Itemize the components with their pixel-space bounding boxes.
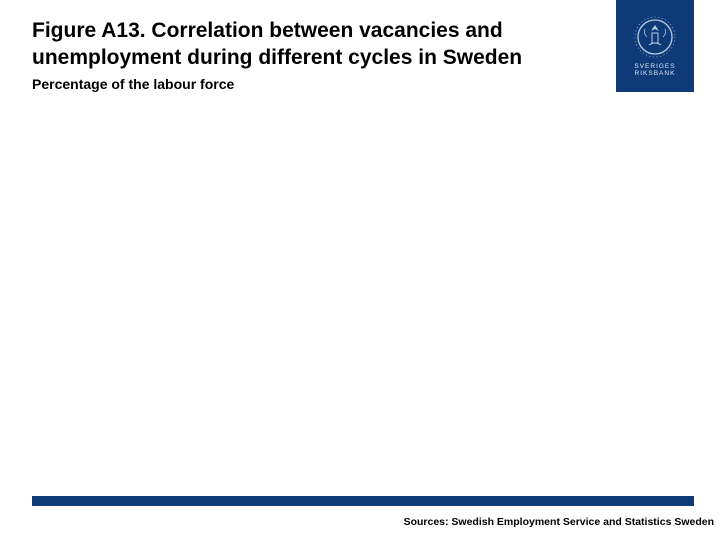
logo-text: SVERIGES RIKSBANK (634, 63, 675, 77)
bottom-accent-bar (32, 496, 694, 506)
chart-area (32, 100, 688, 480)
logo-line-1: SVERIGES (634, 63, 675, 70)
figure-subtitle: Percentage of the labour force (32, 76, 234, 92)
sources-footer: Sources: Swedish Employment Service and … (404, 516, 714, 528)
logo-line-2: RIKSBANK (635, 70, 676, 77)
riksbank-logo: SVERIGES RIKSBANK (616, 0, 694, 92)
figure-title: Figure A13. Correlation between vacancie… (32, 18, 572, 72)
crest-icon (633, 15, 677, 59)
slide: Figure A13. Correlation between vacancie… (0, 0, 720, 540)
